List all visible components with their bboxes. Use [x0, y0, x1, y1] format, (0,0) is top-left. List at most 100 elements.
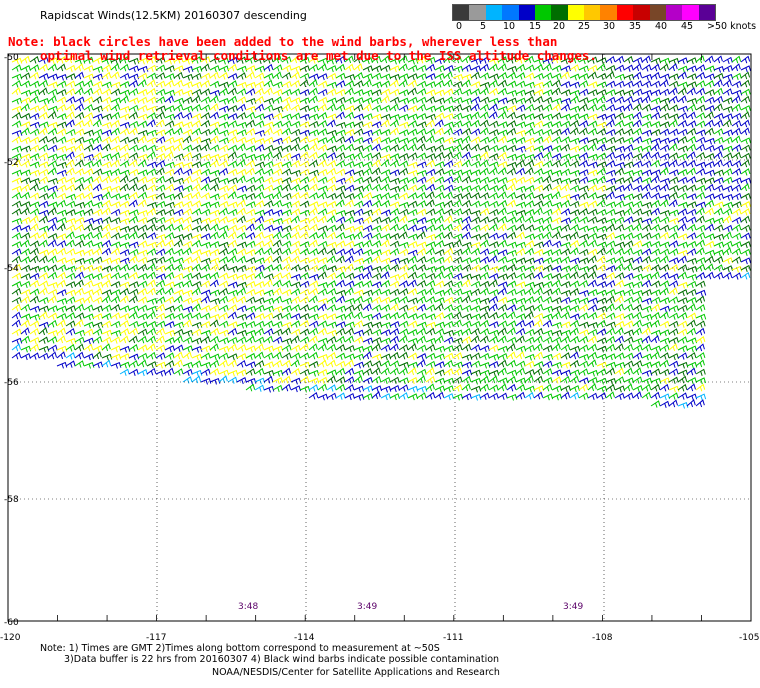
wind-barb [65, 344, 76, 352]
wind-barb [317, 152, 328, 160]
wind-barb [479, 216, 490, 224]
wind-barb [731, 160, 742, 168]
wind-barb [659, 287, 669, 296]
wind-barb [506, 80, 517, 88]
wind-barb [83, 153, 95, 161]
wind-barb [191, 297, 203, 305]
wind-barb [425, 247, 435, 256]
wind-barb [497, 177, 508, 185]
wind-barb [128, 88, 139, 96]
wind-barb [560, 143, 571, 152]
wind-barb [353, 385, 365, 393]
wind-barb [488, 232, 499, 240]
wind-barb [542, 383, 553, 392]
wind-barb [353, 248, 364, 256]
wind-barb [344, 280, 355, 288]
wind-barb [560, 265, 572, 273]
wind-barb [74, 209, 86, 217]
wind-barb [452, 361, 464, 369]
wind-barb [533, 128, 544, 137]
wind-barb [254, 144, 265, 152]
wind-barb [551, 169, 563, 177]
wind-barb [398, 288, 409, 296]
wind-barb [173, 289, 185, 297]
wind-barb [200, 295, 211, 304]
wind-barb [560, 321, 572, 329]
wind-barb [641, 145, 652, 153]
wind-barb [101, 336, 112, 344]
wind-barb [434, 168, 445, 176]
wind-barb [74, 264, 85, 273]
wind-barb [128, 111, 139, 120]
wind-barb [398, 320, 409, 328]
wind-barb [236, 56, 247, 64]
wind-barb [344, 233, 356, 241]
wind-barb [515, 391, 526, 400]
wind-barb [191, 95, 201, 104]
warning-note-line1: Note: black circles have been added to t… [8, 34, 558, 49]
wind-barb [533, 184, 544, 192]
wind-barb [623, 183, 633, 192]
wind-barb [191, 104, 202, 112]
wind-barb [632, 281, 643, 289]
wind-barb [155, 265, 167, 273]
wind-barb [632, 97, 643, 105]
wind-barb [56, 63, 66, 72]
wind-barb [416, 327, 427, 336]
legend-swatch [518, 5, 535, 20]
wind-barb [389, 192, 400, 201]
wind-barb [254, 384, 265, 392]
wind-barb [695, 359, 705, 368]
wind-barb [623, 336, 634, 344]
wind-barb [416, 161, 428, 169]
wind-barb [533, 113, 545, 121]
wind-barb [380, 175, 391, 184]
wind-barb [650, 159, 661, 168]
wind-barb [596, 345, 608, 353]
wind-barb [569, 127, 579, 136]
wind-barb [425, 360, 436, 369]
wind-barb [290, 352, 301, 360]
wind-barb [56, 113, 67, 121]
wind-barb [551, 112, 562, 120]
wind-barb [371, 265, 383, 273]
wind-barb [641, 327, 651, 336]
wind-barb [155, 96, 166, 104]
wind-barb [353, 200, 364, 208]
wind-barb [191, 136, 202, 144]
wind-barb [218, 159, 229, 168]
wind-barb [344, 272, 355, 280]
wind-barb [533, 351, 544, 360]
wind-barb [407, 297, 419, 305]
wind-barb [29, 161, 41, 169]
wind-barb [200, 312, 211, 320]
wind-barb [452, 223, 463, 232]
wind-barb [209, 71, 220, 80]
wind-barb [236, 359, 247, 368]
wind-barb [380, 159, 390, 168]
wind-barb [686, 337, 698, 345]
wind-barb [425, 321, 437, 329]
wind-barb [641, 279, 652, 288]
wind-barb [452, 199, 462, 208]
wind-barb [461, 97, 473, 105]
wind-barb [236, 112, 247, 120]
wind-barb [560, 329, 572, 337]
wind-barb [632, 184, 643, 193]
wind-barb [425, 313, 437, 321]
wind-barb [722, 129, 734, 137]
wind-barb [461, 175, 472, 184]
wind-barb [272, 168, 283, 176]
wind-barb [506, 224, 517, 232]
wind-barb [20, 136, 31, 144]
wind-barb [47, 121, 59, 129]
wind-barb [209, 327, 220, 336]
wind-barb [20, 327, 30, 336]
wind-barb [272, 191, 282, 200]
wind-barb [83, 231, 94, 240]
wind-barb [704, 65, 716, 73]
wind-barb [65, 352, 76, 360]
wind-barb [173, 321, 185, 329]
wind-barb [380, 119, 390, 128]
wind-barb [380, 367, 390, 376]
